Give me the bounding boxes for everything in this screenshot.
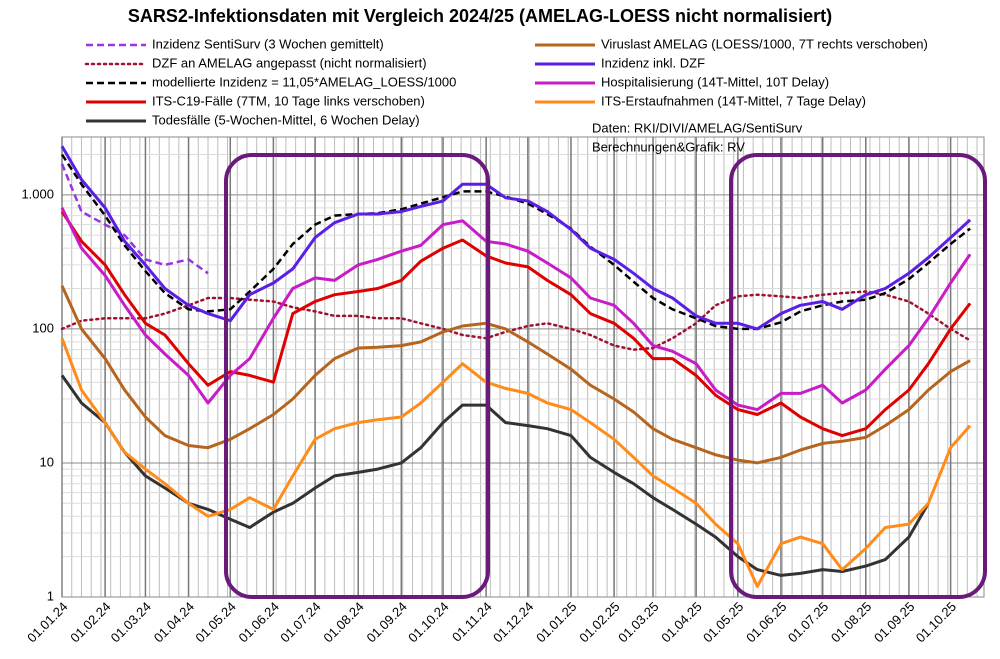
annotation: Daten: RKI/DIVI/AMELAG/SentiSurv [592,120,803,135]
y-tick-label: 1 [47,588,54,603]
legend-label: modellierte Inzidenz = 11,05*AMELAG_LOES… [152,74,456,89]
series-line [60,337,972,588]
annotation: Berechnungen&Grafik: RV [592,139,745,154]
y-tick-label: 10 [40,454,54,469]
legend-label: Todesfälle (5-Wochen-Mittel, 6 Wochen De… [152,112,420,127]
legend-label: DZF an AMELAG angepasst (nicht normalisi… [152,55,427,70]
series-line [60,163,209,275]
series-line [60,153,971,331]
series-line [60,210,972,438]
series-line [60,145,972,331]
y-tick-label: 100 [32,320,54,335]
series-line [60,374,930,577]
series-line [60,285,971,465]
series-line [60,290,972,351]
highlight-box [224,153,490,599]
legend-label: Inzidenz inkl. DZF [601,55,705,70]
legend: Inzidenz SentiSurv (3 Wochen gemittelt) D… [84,36,928,127]
legend-label: Inzidenz SentiSurv (3 Wochen gemittelt) [152,36,384,51]
chart-title: SARS2-Infektionsdaten mit Vergleich 2024… [128,6,832,26]
plot-lines [60,145,972,588]
highlight-box [729,153,987,599]
y-tick-label: 1.000 [21,186,54,201]
series-line [60,207,972,412]
legend-label: ITS-Erstaufnahmen (14T-Mittel, 7 Tage De… [601,93,866,108]
legend-label: Viruslast AMELAG (LOESS/1000, 7T rechts … [601,36,928,51]
legend-label: ITS-C19-Fälle (7TM, 10 Tage links versch… [152,93,425,108]
legend-label: Hospitalisierung (14T-Mittel, 10T Delay) [601,74,829,89]
